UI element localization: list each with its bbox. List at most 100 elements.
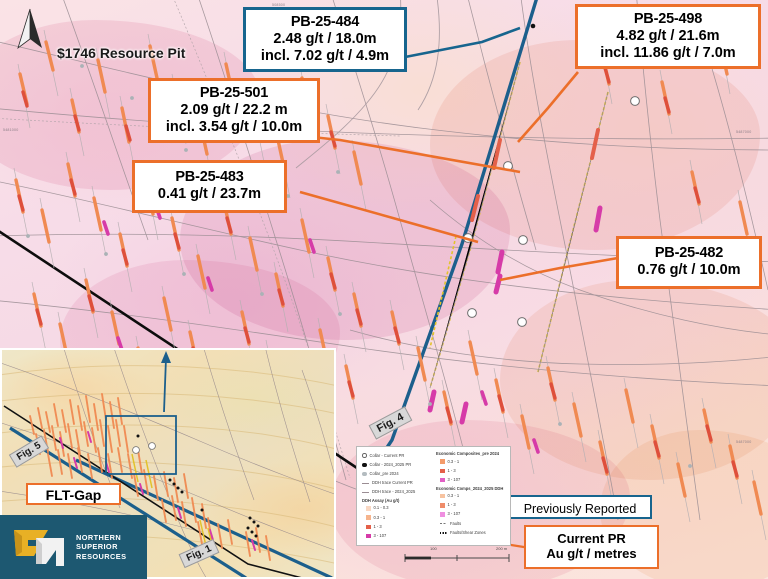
leader-line-484 [399,26,521,60]
legend-label: DDH trace Current PR [372,480,413,486]
callout-line1: 0.76 g/t / 10.0m [637,261,741,278]
legend-label: 0.3 - 1 [373,514,386,520]
legend-label: 0.3 - 1 [447,458,460,464]
coordinate-label: 5481000 [3,128,19,132]
legend-item-collar-current-pr: Collar - Current PR [362,451,432,460]
swatch-icon [366,524,371,530]
legend-item-econ-pre-2024: 1 - 3 [436,466,506,475]
line-grey-icon [362,491,369,493]
legend-label: 3 - 107 [373,533,387,539]
inset-vector-layer [2,350,334,577]
callout-hole-id: PB-25-498 [633,11,703,27]
legend-label: Faults [450,520,462,526]
legend-item-assay-class: 0.3 - 1 [362,513,432,522]
circle-black-icon [362,462,367,468]
legend-label: 1 - 3 [447,502,456,508]
legend-label: 0.3 - 1 [447,493,460,499]
callout-line2: incl. 7.02 g/t / 4.9m [260,47,390,64]
leader-line-498 [517,71,579,143]
swatch-icon [366,533,371,539]
swatch-icon [366,506,371,511]
logo-line-1: NORTHERN [76,533,122,543]
callout-hole-id: PB-25-501 [199,85,269,101]
swatch-icon [440,477,445,483]
coordinate-label: 5487000 [736,130,752,134]
swatch-icon [440,493,445,499]
callout-hole-id: PB-25-484 [290,14,360,30]
callout-hole-id: PB-25-482 [654,245,724,261]
legend-label: Faults/Shear Zones [450,529,486,535]
legend-label: Collar_pre 2024 [369,470,399,476]
scale-bar-tick-mid: 100 [430,546,437,551]
swatch-icon [440,459,445,464]
circle-open-icon [362,453,367,458]
scale-bar [404,554,510,562]
north-arrow-icon [17,8,42,50]
legend-label: 0.1 - 0.3 [373,505,389,511]
legend-item-econ-2024-2025: 0.3 - 1 [436,492,506,501]
dot-black-icon [440,532,447,534]
legend-item-assay-class: 3 - 107 [362,532,432,541]
callout-line1: 2.48 g/t / 18.0m [273,30,377,47]
legend-label: Collar - Current PR [369,452,405,458]
key-previously-reported-label: Previously Reported [523,502,637,516]
callout-pb-25-483: PB-25-483 0.41 g/t / 23.7m [132,160,287,213]
flt-gap-label: FLT-Gap [26,483,121,505]
legend-assay-header: DDH Assay (Au g/t) [362,497,400,503]
legend-item-faults-shear-zones: Faults/Shear Zones [436,528,506,537]
legend-label: DDH trace - 2024_2025 [372,489,416,495]
callout-line2: incl. 11.86 g/t / 7.0m [600,44,736,61]
map-legend: Collar - Current PR Collar - 2024_2025 P… [356,446,511,546]
legend-right-column: Economic Composites_pre 2024 0.3 - 1 1 -… [436,451,506,545]
legend-item-assay-class: 1 - 3 [362,522,432,531]
legend-label: Collar - 2024_2025 PR [369,461,412,467]
callout-pb-25-501: PB-25-501 2.09 g/t / 22.2 m incl. 3.54 g… [148,78,320,144]
legend-left-column: Collar - Current PR Collar - 2024_2025 P… [362,451,432,545]
legend-label: 3 - 107 [447,476,461,482]
callout-line1: 2.09 g/t / 22.2 m [180,101,288,118]
legend-label: 1 - 3 [447,467,456,473]
callout-line1: 4.82 g/t / 21.6m [616,27,720,44]
scale-bar-tick-end: 200 m [496,546,508,551]
legend-item-faults: Faults [436,519,506,528]
circle-grey-icon [362,471,367,477]
legend-item-assay-class: 0.1 - 0.3 [362,504,432,513]
legend-item-econ-pre-2024: 0.3 - 1 [436,457,506,466]
swatch-icon [440,512,445,517]
logo-line-2: SUPERIOR [76,542,118,552]
swatch-icon [440,503,445,508]
callout-pb-25-498: PB-25-498 4.82 g/t / 21.6m incl. 11.86 g… [575,4,761,70]
legend-item-collar-2024-2025: Collar - 2024_2025 PR [362,460,432,469]
key-previously-reported: Previously Reported [508,495,652,519]
legend-item-ddh-trace-2024-2025: DDH trace - 2024_2025 [362,488,432,497]
company-logo: NORTHERN SUPERIOR RESOURCES [0,515,147,579]
northern-superior-logo-icon [14,530,64,566]
legend-label: 1 - 3 [373,523,382,529]
leader-line-483 [299,190,479,244]
legend-item-collar-pre-2024: Collar_pre 2024 [362,469,432,478]
callout-pb-25-482: PB-25-482 0.76 g/t / 10.0m [616,236,762,289]
legend-label: 3 - 107 [447,511,461,517]
key-current-pr-line1: Current PR [557,531,626,546]
legend-econ-pre-2024-header: Economic Composites_pre 2024 [436,451,500,456]
legend-item-econ-pre-2024: 3 - 107 [436,475,506,484]
inset-pointer-arrow [161,351,171,363]
swatch-icon [440,468,445,474]
dash-grey-icon [440,523,447,525]
legend-item-econ-2024-2025: 1 - 3 [436,501,506,510]
swatch-icon [366,515,371,520]
coordinate-label: 508500 [272,3,286,7]
logo-text: NORTHERN SUPERIOR RESOURCES [76,533,126,560]
logo-line-3: RESOURCES [76,551,127,561]
key-current-pr-line2: Au g/t / metres [546,546,637,562]
callout-pb-25-484: PB-25-484 2.48 g/t / 18.0m incl. 7.02 g/… [243,7,407,73]
inset-detail-extent-box [105,415,177,475]
legend-item-ddh-trace-current-pr: DDH trace Current PR [362,479,432,488]
coordinate-label: 5487000 [736,440,752,444]
leader-line-482 [499,256,619,282]
resource-pit-label: $1746 Resource Pit [57,45,186,61]
legend-item-econ-2024-2025: 3 - 107 [436,510,506,519]
legend-econ-2024-2025-header: Economic Comps_2024_2025 DDH [436,485,504,491]
key-current-pr: Current PR Au g/t / metres [524,525,659,569]
